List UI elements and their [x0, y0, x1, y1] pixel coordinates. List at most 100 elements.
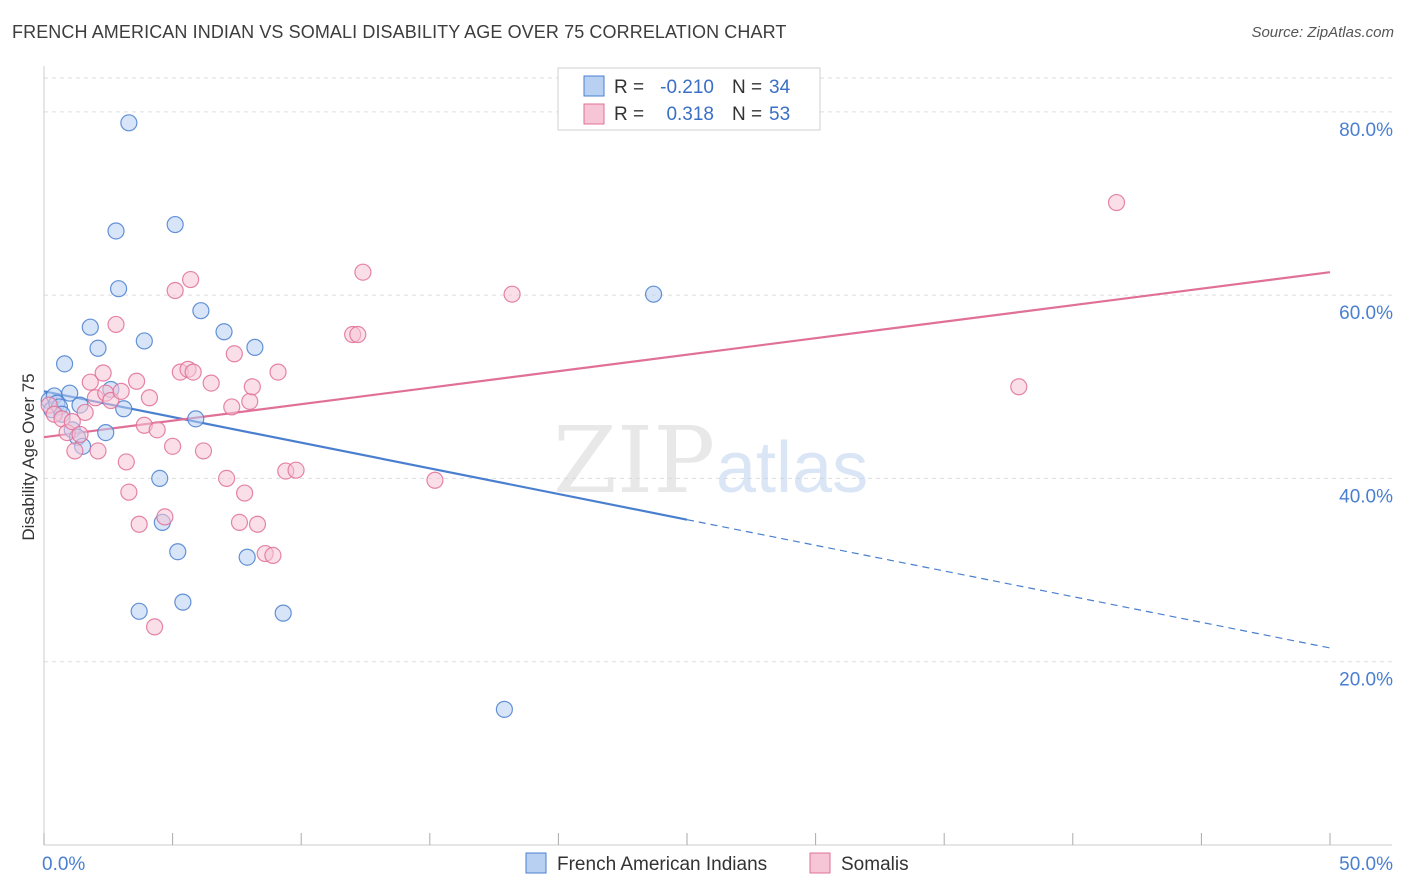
data-point-s1-8 — [81, 373, 99, 391]
stats-legend-r-value-1: -0.210 — [660, 77, 714, 98]
data-point-s0-33 — [495, 700, 513, 718]
data-point-s1-17 — [120, 483, 138, 501]
x-ticks — [43, 833, 1331, 845]
data-point-s0-13 — [89, 339, 107, 357]
y-tick-label-40: 40.0% — [1339, 486, 1393, 507]
chart-title: FRENCH AMERICAN INDIAN VS SOMALI DISABIL… — [12, 22, 787, 42]
trend-line-extension-0 — [686, 519, 1331, 649]
data-point-s1-37 — [236, 484, 254, 502]
data-point-s1-14 — [107, 315, 125, 334]
data-point-s1-50 — [503, 285, 521, 303]
stats-legend-n-value-2: 53 — [769, 104, 790, 125]
stats-legend-swatch-pink — [583, 103, 605, 125]
data-point-s0-26 — [174, 593, 192, 611]
series-legend: French American Indians Somalis — [525, 852, 909, 875]
data-point-s1-19 — [130, 515, 148, 533]
watermark: ZIP atlas — [553, 407, 868, 514]
stats-legend-n-label-2: N = — [732, 104, 762, 125]
data-point-s1-34 — [223, 398, 241, 416]
data-point-s0-30 — [238, 548, 256, 566]
data-point-s0-14 — [97, 423, 115, 442]
y-tick-label-80: 80.0% — [1339, 120, 1393, 141]
data-point-s1-48 — [354, 263, 372, 281]
data-point-s0-29 — [215, 323, 233, 341]
stats-legend-n-label-1: N = — [732, 77, 762, 98]
chart-source: Source: ZipAtlas.com — [1251, 24, 1394, 41]
data-point-s1-21 — [140, 389, 159, 407]
data-point-s1-39 — [243, 378, 261, 396]
data-point-s0-27 — [187, 410, 205, 428]
stats-legend-r-value-2: 0.318 — [666, 104, 714, 125]
stats-legend-r-label-2: R = — [614, 104, 644, 125]
data-point-s1-18 — [127, 372, 146, 390]
data-point-s1-33 — [218, 469, 236, 488]
stats-legend-swatch-blue — [583, 75, 605, 97]
stats-legend-r-label-1: R = — [614, 77, 644, 98]
axes — [43, 66, 1392, 846]
data-point-s0-32 — [274, 604, 292, 622]
stats-legend-n-value-1: 34 — [769, 77, 791, 98]
data-point-s0-20 — [130, 602, 148, 620]
data-point-s0-31 — [246, 338, 264, 356]
series-legend-swatch-blue — [525, 852, 547, 874]
data-point-s1-38 — [241, 392, 259, 411]
data-point-s1-25 — [164, 437, 182, 455]
data-point-s0-7 — [61, 384, 79, 402]
data-point-s1-40 — [248, 515, 267, 533]
data-point-s1-49 — [426, 471, 444, 489]
data-point-s0-22 — [151, 469, 169, 488]
data-point-s1-24 — [156, 508, 174, 526]
data-point-s0-21 — [135, 332, 153, 350]
data-point-s0-12 — [81, 318, 99, 336]
data-point-s1-15 — [112, 382, 130, 400]
data-point-s0-19 — [120, 114, 138, 132]
y-axis-title: Disability Age Over 75 — [19, 373, 38, 540]
x-tick-label-min: 0.0% — [42, 854, 85, 875]
stats-legend: R = -0.210 N = 34 R = 0.318 N = 53 — [557, 67, 821, 131]
data-point-s1-45 — [287, 461, 305, 479]
watermark-zip: ZIP — [553, 407, 715, 514]
data-point-s0-16 — [107, 222, 125, 240]
data-point-s1-52 — [1107, 193, 1126, 212]
data-point-s0-18 — [115, 400, 133, 418]
trend-line-0 — [43, 390, 688, 521]
data-point-s1-4 — [63, 412, 81, 431]
data-point-s1-23 — [148, 421, 166, 439]
data-point-s1-51 — [1010, 378, 1028, 396]
data-point-s1-26 — [166, 281, 184, 300]
data-point-s1-16 — [117, 453, 135, 471]
x-tick-label-max: 50.0% — [1339, 854, 1393, 875]
data-point-s0-25 — [169, 543, 187, 561]
data-point-s1-7 — [76, 403, 94, 422]
data-point-s1-10 — [89, 442, 107, 460]
series-legend-label-pink: Somalis — [841, 854, 909, 875]
series-legend-swatch-pink — [809, 852, 831, 874]
data-point-s1-43 — [269, 363, 287, 381]
data-point-s1-35 — [225, 345, 243, 363]
data-point-s1-6 — [71, 425, 89, 444]
data-point-s1-31 — [194, 442, 213, 460]
y-tick-label-20: 20.0% — [1339, 670, 1393, 691]
y-tick-labels: 20.0% 40.0% 60.0% 80.0% — [1339, 120, 1393, 691]
y-tick-label-60: 60.0% — [1339, 303, 1393, 324]
data-points — [40, 114, 1126, 718]
data-point-s0-34 — [644, 285, 663, 303]
data-point-s0-17 — [109, 280, 128, 298]
data-point-s1-29 — [182, 270, 200, 289]
data-point-s1-5 — [66, 442, 84, 460]
data-point-s1-42 — [264, 546, 282, 564]
data-point-s0-28 — [192, 302, 210, 320]
grid-lines — [44, 77, 1392, 663]
data-point-s1-47 — [349, 325, 367, 344]
series-legend-label-blue: French American Indians — [557, 854, 767, 875]
data-point-s1-22 — [145, 618, 164, 636]
data-point-s1-36 — [230, 513, 249, 532]
data-point-s1-30 — [184, 363, 202, 381]
trend-line-1 — [43, 271, 1331, 439]
data-point-s1-11 — [94, 364, 112, 382]
data-point-s1-32 — [202, 374, 220, 392]
data-point-s0-6 — [55, 355, 74, 373]
data-point-s0-24 — [166, 215, 184, 234]
watermark-atlas: atlas — [716, 428, 868, 508]
